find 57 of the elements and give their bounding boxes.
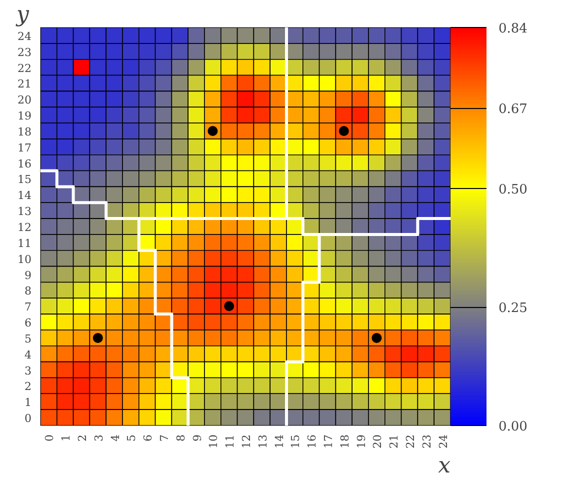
x-tick-label: 9 [190,434,204,442]
x-tick-label: 15 [289,434,302,448]
color-bar-label: 0.67 [498,102,528,118]
y-tick-label: 22 [18,62,32,75]
color-bar-label: 0.00 [498,420,528,434]
y-tick-label: 24 [18,30,32,43]
y-tick-label: 6 [24,316,32,330]
y-tick-label: 23 [18,46,32,59]
y-tick-label: 3 [24,364,32,378]
y-axis-title: y [16,2,30,28]
x-tick-label: 8 [174,434,188,442]
x-tick-label: 19 [354,434,368,448]
y-tick-label: 10 [18,252,32,266]
y-tick-label: 13 [18,205,32,218]
y-tick-label: 12 [18,221,32,234]
y-tick-label: 19 [18,110,32,123]
y-tick-label: 18 [18,125,32,138]
x-tick-label: 4 [108,434,122,442]
y-tick-label: 15 [18,173,32,186]
y-tick-label: 7 [24,300,32,314]
x-tick-label: 21 [388,434,401,448]
x-tick-label: 22 [404,434,417,448]
x-tick-label: 16 [306,434,319,448]
y-tick-label: 4 [24,348,32,362]
x-axis-title: x [438,454,452,478]
x-tick-label: 20 [371,434,384,448]
x-tick-label: 12 [240,434,253,448]
y-tick-label: 17 [18,141,32,154]
x-tick-label: 3 [92,434,106,442]
y-tick-label: 11 [18,236,32,250]
x-tick-label: 17 [322,434,335,448]
color-bar-label: 0.25 [498,301,528,316]
y-tick-label: 20 [18,94,32,107]
y-tick-label: 0 [24,412,32,426]
x-tick-label: 2 [76,434,89,442]
y-tick-label: 21 [18,78,32,91]
y-tick-label: 2 [24,380,32,394]
x-tick-label: 13 [256,434,270,448]
x-tick-label: 23 [420,434,434,448]
color-bar-label: 0.50 [498,182,528,198]
y-tick-label: 14 [18,189,32,202]
x-tick-label: 10 [207,434,220,448]
x-tick-label: 24 [436,434,450,448]
x-tick-label: 14 [272,434,286,448]
y-tick-label: 5 [24,332,32,346]
x-tick-label: 0 [43,434,56,442]
x-tick-label: 5 [125,434,138,442]
y-tick-label: 8 [24,284,32,298]
y-tick-label: 9 [24,268,32,282]
x-tick-label: 11 [224,434,237,448]
x-tick-label: 7 [158,434,171,442]
y-tick-label: 1 [24,396,32,410]
x-tick-label: 18 [338,434,352,448]
color-bar-label: 0.84 [498,22,528,36]
y-tick-label: 16 [18,157,32,170]
x-tick-label: 6 [142,434,155,442]
x-tick-label: 1 [60,434,73,442]
